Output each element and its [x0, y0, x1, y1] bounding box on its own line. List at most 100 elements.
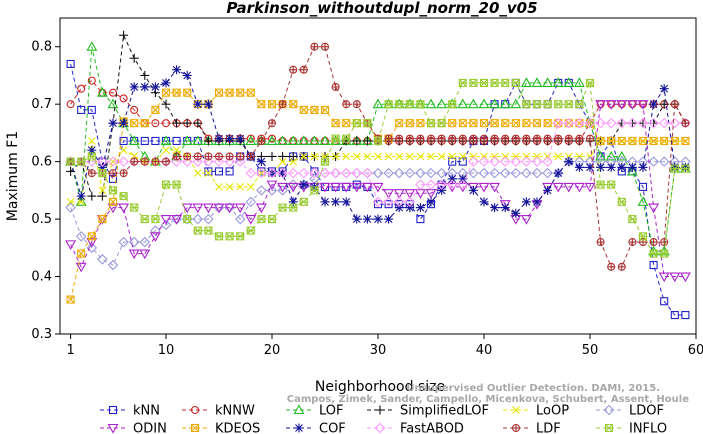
data-point-fastabod — [277, 167, 288, 179]
data-point-kdeos — [77, 249, 86, 258]
data-point-lof — [181, 135, 193, 146]
data-point-fastabod — [171, 156, 182, 167]
data-point-cof — [129, 82, 139, 92]
data-point-ldof — [499, 167, 511, 179]
data-point-ldof — [531, 167, 543, 179]
legend-label: LoOP — [536, 404, 569, 419]
data-point-inflo — [267, 215, 277, 224]
data-point-lof — [192, 135, 204, 146]
data-point-cof — [564, 157, 574, 167]
data-point-fastabod — [574, 117, 585, 129]
y-tick-label: 0.8 — [31, 40, 52, 55]
data-point-inflo — [373, 136, 383, 146]
data-point-ldof — [203, 213, 214, 225]
data-point-ldf — [310, 42, 319, 51]
data-point-lof — [563, 77, 575, 87]
data-point-fastabod — [542, 156, 553, 167]
data-point-loop — [278, 157, 287, 166]
data-point-fastabod — [478, 156, 490, 167]
data-point-ldof — [425, 167, 437, 179]
data-point-lof — [128, 135, 140, 146]
data-point-fastabod — [658, 117, 670, 129]
y-tick-label: 0.5 — [31, 212, 52, 227]
x-tick-label: 40 — [476, 343, 493, 358]
y-tick-label: 0.3 — [31, 327, 52, 342]
data-point-loop — [437, 152, 446, 161]
data-point-odin — [266, 180, 278, 191]
data-point-ldf — [469, 134, 478, 143]
data-point-ldf — [437, 134, 446, 143]
data-point-kdeos — [405, 119, 414, 128]
data-point-inflo — [585, 78, 595, 87]
data-point-knn — [151, 136, 160, 146]
series-inflo — [66, 78, 690, 258]
data-point-cof — [394, 203, 404, 213]
x-tick-label: 50 — [582, 343, 599, 358]
data-point-ldof — [404, 167, 416, 179]
data-point-knnw — [130, 105, 139, 114]
series-line-odin — [70, 103, 686, 277]
series-line-fastabod — [70, 122, 686, 203]
data-point-knn — [204, 167, 213, 176]
legend-entry-knn: kNN — [100, 404, 160, 419]
data-point-knnw — [108, 88, 118, 97]
data-point-odin — [340, 182, 352, 193]
data-point-knn — [448, 157, 457, 166]
data-point-lof — [531, 77, 543, 87]
data-point-inflo — [288, 203, 298, 212]
data-point-kdeos — [511, 119, 520, 128]
legend-marker — [294, 423, 304, 433]
data-point-knnw — [161, 119, 171, 128]
data-point-ldof — [521, 167, 532, 179]
data-point-cof — [659, 84, 669, 94]
data-point-ldf — [479, 134, 489, 143]
data-point-odin — [669, 272, 681, 283]
legend-entry-knnw: kNNW — [182, 404, 255, 419]
data-point-ldof — [510, 167, 522, 179]
data-point-lof — [75, 196, 87, 206]
data-point-ldf — [257, 136, 266, 146]
data-point-loop — [374, 152, 382, 161]
data-point-inflo — [140, 215, 150, 224]
data-point-cof — [172, 65, 182, 75]
data-point-knnw — [151, 119, 160, 128]
data-point-cof — [362, 214, 372, 224]
data-point-fastabod — [287, 167, 299, 179]
data-point-odin — [192, 203, 204, 214]
data-point-loop — [236, 183, 245, 191]
data-point-ldf — [267, 119, 277, 128]
data-point-lof — [287, 135, 299, 146]
data-point-ldf — [490, 134, 499, 143]
data-point-lof — [298, 135, 310, 146]
data-point-odin — [626, 100, 638, 110]
y-axis-label: Maximum F1 — [5, 131, 21, 221]
data-point-cof — [150, 82, 160, 92]
data-point-cof — [553, 168, 563, 178]
data-point-loop — [162, 146, 170, 155]
data-point-cof — [617, 162, 627, 172]
data-point-odin — [65, 240, 77, 250]
data-point-cof — [235, 134, 245, 144]
data-point-ldof — [65, 202, 76, 213]
data-point-inflo — [66, 157, 76, 166]
data-point-odin — [319, 182, 331, 193]
data-point-simplifiedlof — [119, 30, 129, 40]
data-point-ldf — [649, 238, 658, 247]
data-point-loop — [395, 152, 404, 161]
data-point-cof — [161, 78, 171, 88]
data-point-odin — [478, 182, 490, 193]
data-point-ldf — [193, 152, 202, 161]
legend: kNN kNNW LOF SimplifiedLOF LoOP LDOF ODIN KDEOS… — [100, 404, 667, 434]
data-point-simplifiedlof — [278, 151, 288, 161]
data-point-odin — [128, 249, 140, 260]
data-point-fastabod — [309, 167, 320, 179]
data-point-ldof — [468, 167, 479, 179]
data-point-ldf — [501, 134, 510, 143]
data-point-ldof — [489, 167, 500, 179]
data-point-cof — [574, 162, 584, 172]
data-point-inflo — [394, 100, 404, 109]
data-point-inflo — [479, 78, 489, 87]
data-point-ldf — [342, 100, 351, 109]
data-point-inflo — [320, 157, 330, 166]
data-point-cof — [638, 162, 648, 172]
